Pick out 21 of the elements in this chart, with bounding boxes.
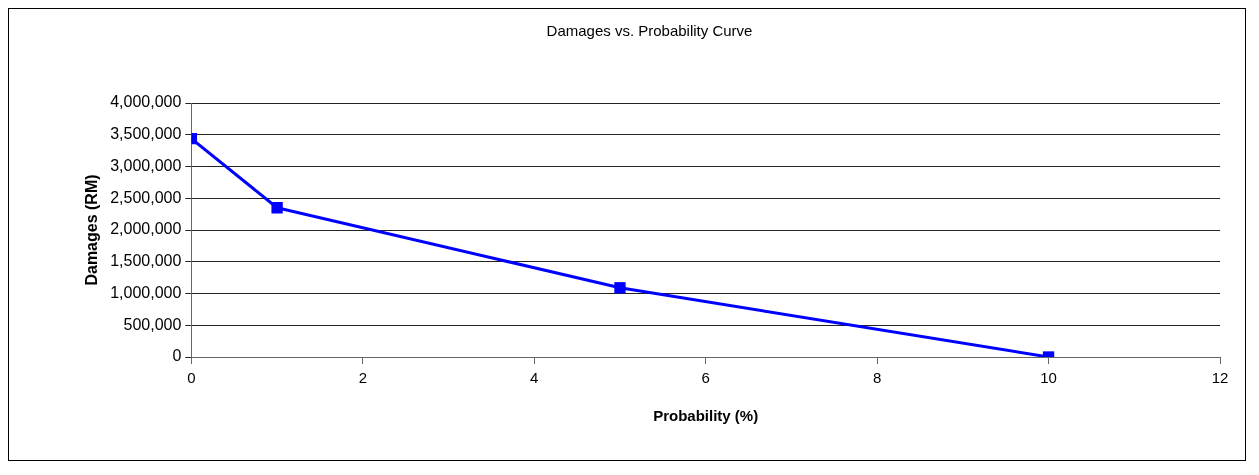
x-tick-label: 12: [1211, 369, 1229, 387]
point: [271, 202, 283, 214]
y-tick-label: 0: [172, 347, 182, 365]
x-tick-label: 2: [358, 369, 367, 387]
x-tick-label: 10: [1040, 369, 1057, 387]
y-tick-label: 4,000,000: [110, 93, 182, 111]
x-tick-label: 6: [701, 369, 710, 387]
x-tick-label: 0: [187, 369, 196, 387]
x-tick-label: 8: [872, 369, 882, 387]
y-tick-label: 500,000: [123, 315, 182, 333]
y-tick-label: 3,000,000: [110, 156, 182, 174]
y-tick-label: 2,500,000: [110, 188, 182, 206]
x-tick-label: 4: [530, 369, 539, 387]
y-tick-label: 2,000,000: [110, 220, 182, 238]
y-tick-label: 1,000,000: [110, 283, 182, 301]
y-tick-label: 3,500,000: [110, 125, 182, 143]
y-axis-title: Damages (RM): [83, 174, 101, 286]
x-axis-title: Probability (%): [653, 407, 759, 425]
point: [614, 282, 626, 294]
chart-title: Damages vs. Probability Curve: [546, 22, 753, 40]
y-tick-label: 1,500,000: [110, 252, 182, 270]
